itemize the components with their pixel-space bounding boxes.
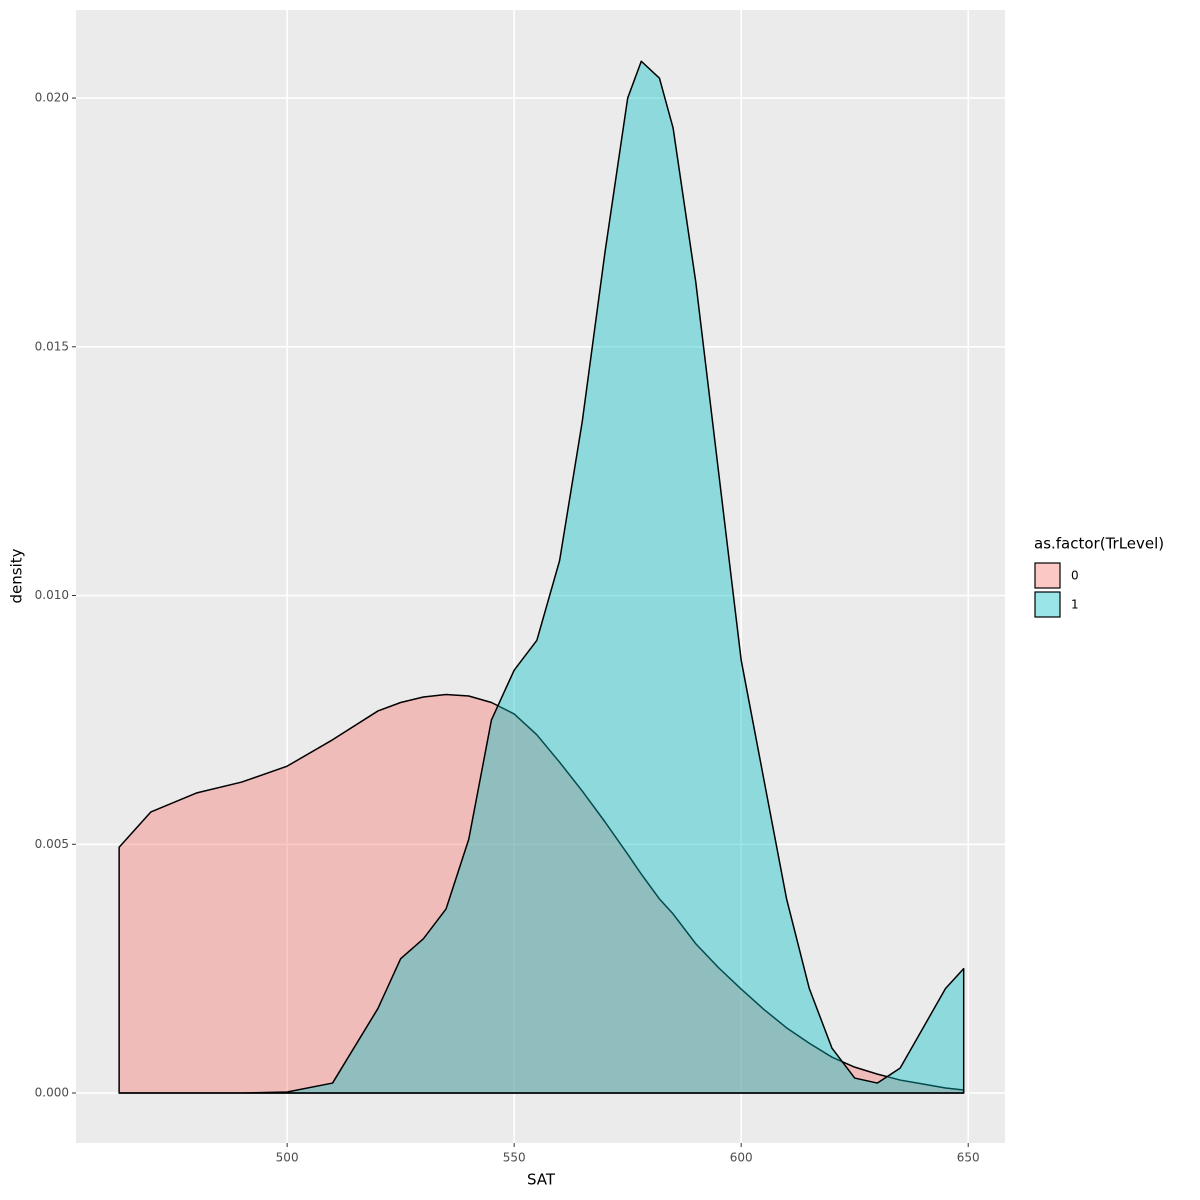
legend-label: 1 [1071, 598, 1079, 612]
x-axis-title: SAT [527, 1171, 556, 1189]
legend-key [1034, 591, 1061, 618]
panel [76, 10, 1005, 1143]
y-tick-label: 0.005 [35, 837, 69, 851]
x-tick-label: 650 [957, 1151, 980, 1165]
legend-title: as.factor(TrLevel) [1034, 535, 1164, 553]
y-tick-label: 0.015 [35, 339, 69, 353]
x-tick-label: 550 [503, 1151, 526, 1165]
y-tick-label: 0.000 [35, 1086, 69, 1100]
legend-label: 0 [1071, 569, 1079, 583]
x-tick-label: 600 [730, 1151, 753, 1165]
density-area [118, 60, 965, 1094]
y-tick-label: 0.020 [35, 91, 69, 105]
legend-key [1034, 562, 1061, 589]
x-tick-label: 500 [276, 1151, 299, 1165]
y-tick-label: 0.010 [35, 588, 69, 602]
y-axis-title: density [8, 548, 26, 603]
density-area [118, 693, 965, 1094]
